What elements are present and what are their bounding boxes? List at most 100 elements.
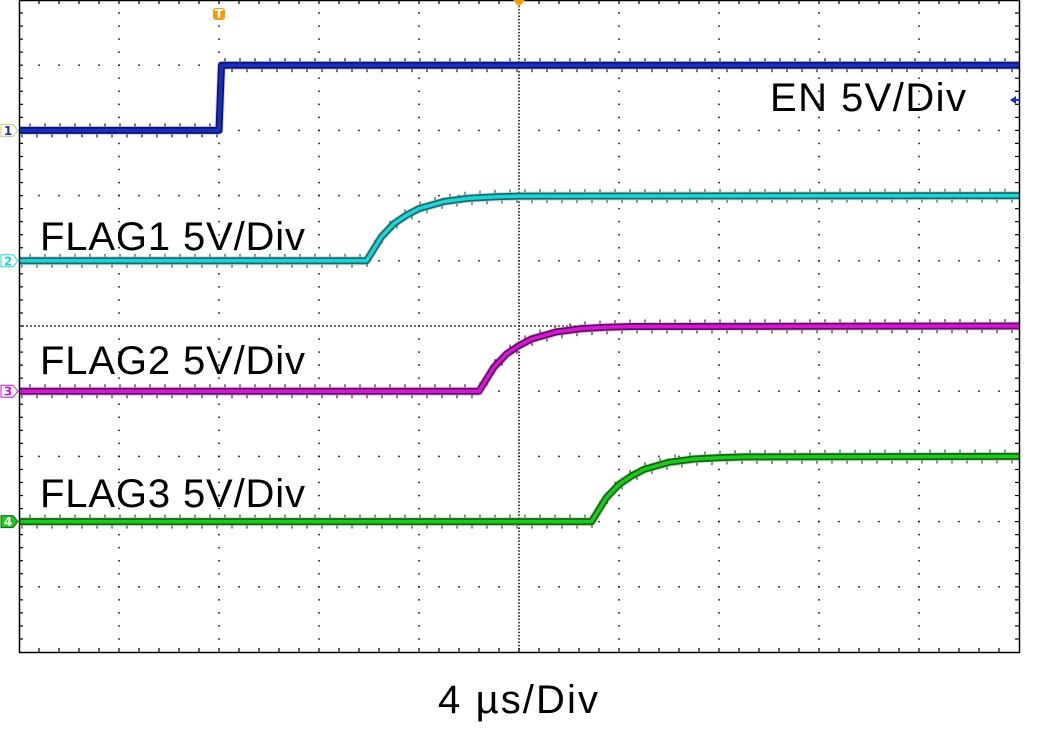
grid-dot [818, 546, 820, 549]
grid-dot [158, 194, 160, 197]
grid-dot [418, 599, 420, 601]
grid-dot [518, 423, 520, 425]
grid-dot [518, 162, 520, 164]
grid-dot [118, 455, 120, 458]
grid-dot [414, 325, 416, 327]
grid-dot [598, 260, 600, 262]
grid-dot [718, 273, 720, 275]
grid-dot [518, 77, 520, 79]
grid-dot [618, 299, 620, 301]
grid-dot [318, 142, 320, 145]
grid-dot [518, 432, 520, 435]
grid-dot [718, 416, 720, 419]
grid-dot [738, 520, 740, 523]
grid-dot [118, 625, 120, 627]
channel-1-marker[interactable]: 1 [0, 124, 19, 138]
grid-dot [818, 429, 820, 432]
grid-dot [618, 155, 620, 158]
grid-dot [302, 325, 304, 327]
grid-dot [698, 390, 700, 392]
grid-dot [518, 374, 520, 376]
channel-marker-shape [0, 254, 19, 268]
grid-dot [118, 181, 120, 184]
grid-dot [418, 468, 420, 471]
grid-dot [838, 260, 840, 262]
grid-dot [118, 312, 120, 314]
grid-dot [342, 325, 344, 327]
grid-dot [698, 260, 700, 262]
grid-dot [350, 325, 352, 327]
grid-dot [438, 260, 440, 262]
grid-dot [718, 155, 720, 158]
grid-dot [418, 494, 420, 497]
grid-dot [210, 325, 212, 327]
grid-dot [418, 181, 420, 184]
grid-dot [818, 533, 820, 536]
grid-dot [118, 338, 120, 340]
grid-dot [678, 260, 680, 262]
grid-dot [918, 90, 920, 93]
grid-dot [518, 315, 520, 317]
grid-dot [918, 481, 920, 484]
grid-dot [558, 325, 560, 327]
grid-dot [270, 325, 272, 327]
channel-4-marker[interactable]: 4 [0, 515, 19, 529]
grid-dot [818, 260, 820, 262]
grid-dot [458, 129, 460, 132]
grid-dot [518, 230, 520, 233]
grid-dot [918, 103, 920, 106]
grid-dot [878, 520, 880, 523]
grid-dot [818, 364, 820, 366]
grid-dot [418, 51, 420, 53]
grid-dot [618, 364, 620, 366]
grid-dot [758, 586, 760, 588]
grid-dot [42, 325, 44, 327]
grid-dot [30, 325, 32, 327]
grid-dot [918, 468, 920, 471]
grid-dot [198, 455, 200, 458]
grid-dot [218, 377, 220, 379]
grid-dot [718, 494, 720, 497]
grid-dot [418, 90, 420, 93]
grid-dot [518, 514, 520, 516]
grid-dot [518, 595, 520, 598]
grid-dot [98, 64, 100, 66]
grid-dot [518, 468, 520, 471]
grid-dot [518, 338, 520, 340]
grid-dot [958, 260, 960, 262]
grid-dot [818, 520, 820, 523]
grid-dot [58, 194, 60, 197]
grid-dot [118, 168, 120, 171]
channel-2-marker[interactable]: 2 [0, 254, 19, 268]
grid-dot [378, 260, 380, 262]
grid-dot [50, 325, 52, 327]
grid-dot [538, 586, 540, 588]
channel-3-marker[interactable]: 3 [0, 384, 19, 399]
grid-dot [322, 325, 324, 327]
grid-dot [478, 260, 480, 262]
grid-dot [194, 325, 196, 327]
series-label-en: EN 5V/Div [770, 76, 966, 120]
grid-dot [418, 325, 420, 327]
grid-dot [494, 325, 496, 327]
grid-dot [182, 325, 184, 327]
grid-dot [178, 586, 180, 588]
grid-dot [918, 116, 920, 119]
grid-dot [618, 233, 620, 236]
grid-dot [518, 452, 520, 454]
grid-dot [918, 403, 920, 405]
grid-dot [518, 335, 520, 337]
grid-dot [518, 361, 520, 363]
trace-line [19, 193, 1020, 263]
grid-dot [918, 364, 920, 366]
grid-dot [918, 260, 920, 262]
grid-dot [618, 573, 620, 575]
grid-dot [518, 436, 520, 438]
grid-dot [878, 129, 880, 132]
series-2-trace [19, 188, 1020, 268]
grid-dot [38, 325, 40, 327]
grid-dot [118, 207, 120, 210]
grid-dot [518, 455, 520, 458]
grid-dot [518, 553, 520, 555]
grid-dot [818, 442, 820, 445]
